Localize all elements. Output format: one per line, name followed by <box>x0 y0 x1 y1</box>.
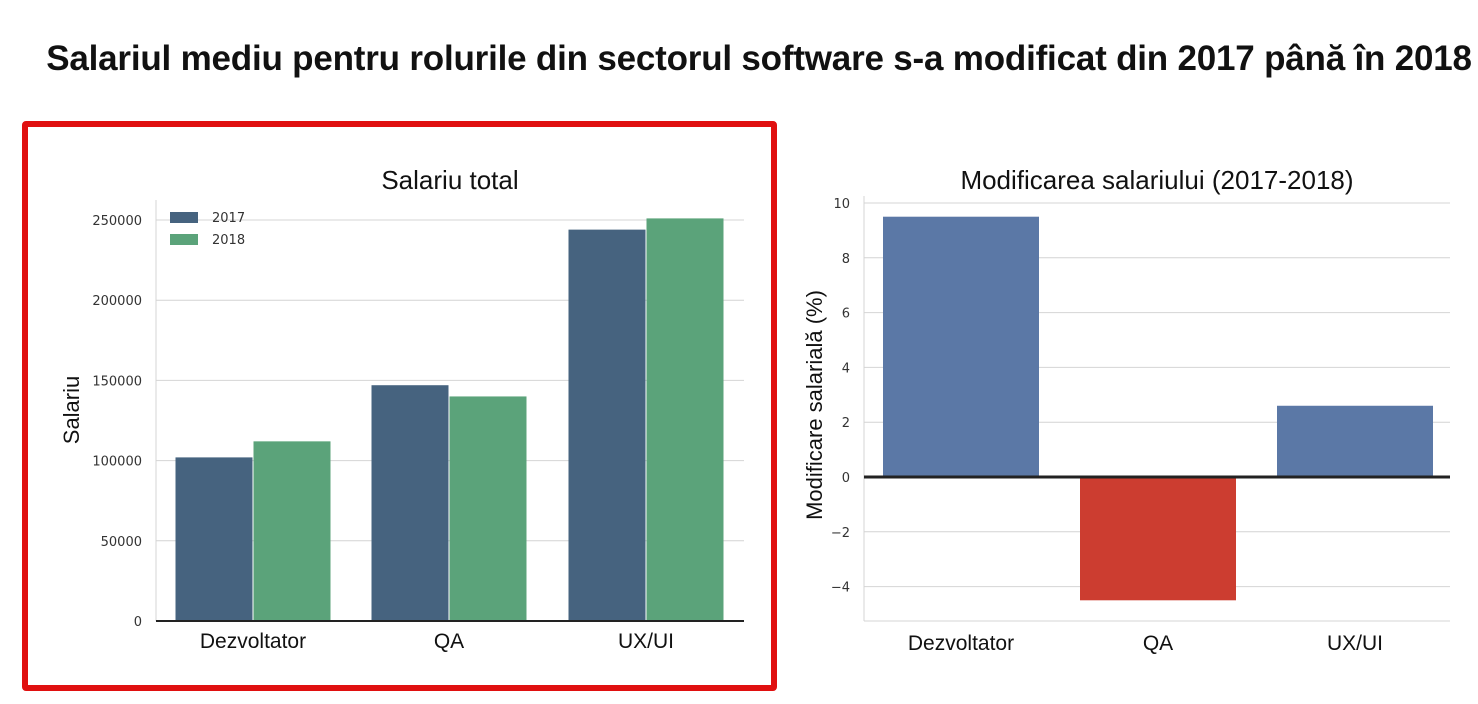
chart-title: Salariu total <box>381 165 518 195</box>
legend-label: 2018 <box>212 233 245 248</box>
y-tick-label: 150000 <box>92 374 142 389</box>
y-tick-label: 100000 <box>92 455 142 470</box>
bar-2017-dezvoltator <box>175 457 253 621</box>
bar-2018-ux-ui <box>646 218 724 621</box>
salary-total-chart: 0 50000 100000 150000 200000 250000 Dezvoltato… <box>59 165 744 653</box>
legend-label: 2017 <box>212 211 245 226</box>
y-axis-label: Salariu <box>59 376 84 444</box>
x-tick-label: UX/UI <box>1327 632 1383 655</box>
x-tick-label: QA <box>1143 632 1173 655</box>
bar-2017-ux-ui <box>568 229 646 621</box>
y-tick-label: 4 <box>842 361 850 376</box>
y-tick-label: −4 <box>831 581 850 596</box>
legend-swatch-2018 <box>170 234 198 245</box>
y-tick-label: 0 <box>842 471 850 486</box>
bar-change-ux-ui <box>1277 405 1433 477</box>
bar-change-dezvoltator <box>883 216 1039 477</box>
y-tick-label: 0 <box>134 615 142 630</box>
y-tick-label: 2 <box>842 416 850 431</box>
chart-title: Modificarea salariului (2017-2018) <box>960 165 1353 195</box>
y-tick-label: 6 <box>842 307 850 322</box>
bar-2018-dezvoltator <box>253 441 331 621</box>
x-tick-label: Dezvoltator <box>908 632 1014 655</box>
bar-2018-qa <box>449 396 527 621</box>
x-tick-label: QA <box>434 630 464 653</box>
y-tick-label: 50000 <box>101 535 142 550</box>
legend-swatch-2017 <box>170 212 198 223</box>
y-tick-label: 10 <box>833 197 850 212</box>
y-tick-label: −2 <box>831 526 850 541</box>
bar-2017-qa <box>371 385 449 621</box>
y-tick-label: 200000 <box>92 294 142 309</box>
y-tick-label: 250000 <box>92 214 142 229</box>
x-tick-label: UX/UI <box>618 630 674 653</box>
y-tick-label: 8 <box>842 252 850 267</box>
figure-title: Salariul mediu pentru rolurile din secto… <box>46 39 1472 78</box>
x-tick-label: Dezvoltator <box>200 630 306 653</box>
y-axis-label: Modificare salarială (%) <box>802 290 827 520</box>
bar-change-qa <box>1080 477 1236 601</box>
